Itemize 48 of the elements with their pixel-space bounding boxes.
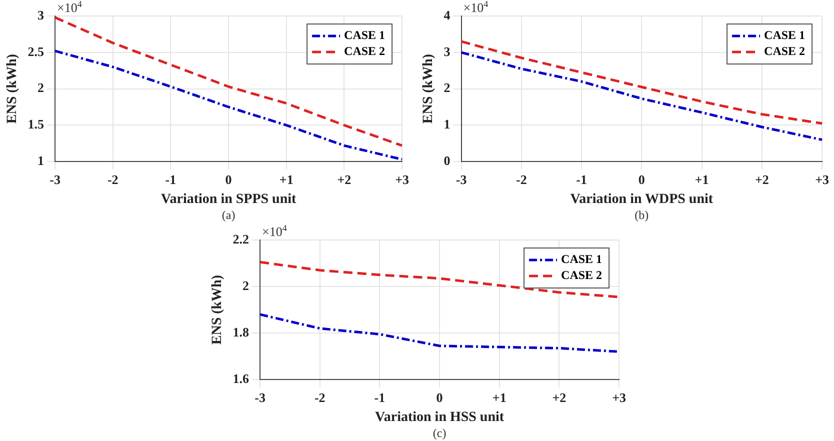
x-tick-label: +1 [279, 172, 294, 187]
legend-label: CASE 1 [561, 252, 602, 266]
y-axis-title: ENS (kWh) [210, 274, 226, 345]
x-tick-label: -1 [165, 172, 176, 187]
x-tick-label: -3 [254, 390, 266, 405]
x-tick-label: +1 [694, 172, 709, 187]
y-tick-label: 2 [38, 80, 44, 96]
y-axis-title: ENS (kWh) [421, 54, 436, 124]
text: (c) [432, 426, 446, 440]
text: (a) [222, 208, 236, 222]
y-tick-label: 2.2 [232, 231, 250, 246]
x-tick-label: -2 [314, 390, 326, 405]
legend-label: CASE 1 [764, 28, 806, 42]
text: (b) [634, 208, 649, 222]
x-axis-title: Variation in WDPS unit [570, 192, 714, 208]
y-tick-label: 4 [444, 7, 451, 22]
x-tick-label: -3 [456, 172, 468, 187]
legend-label: CASE 2 [344, 44, 386, 58]
y-tick-label: 1 [444, 116, 450, 132]
y-tick-label: 1 [38, 152, 44, 168]
x-tick-label: 0 [638, 172, 645, 187]
x-tick-label: +2 [754, 172, 769, 187]
x-tick-label: -1 [374, 390, 386, 405]
y-tick-label: 3 [444, 44, 451, 59]
legend-label: CASE 2 [764, 44, 806, 58]
y-tick-label: 1.8 [232, 324, 250, 340]
x-tick-label: -2 [107, 172, 118, 187]
y-axis-title: ENS (kWh) [5, 54, 20, 124]
x-tick-label: +3 [395, 172, 410, 187]
x-tick-label: -2 [516, 172, 527, 187]
x-tick-label: +3 [815, 172, 830, 187]
legend-label: CASE 2 [561, 268, 602, 282]
y-tick-label: 0 [444, 152, 450, 168]
y-tick-label: 1.6 [232, 370, 250, 386]
x-tick-label: +1 [492, 390, 506, 405]
x-tick-label: +2 [337, 172, 352, 187]
y-tick-label: 2 [242, 278, 250, 293]
y-tick-label: 2 [444, 80, 450, 96]
x-tick-label: +3 [612, 390, 626, 405]
x-tick-label: -1 [576, 172, 587, 187]
x-tick-label: +2 [552, 390, 566, 405]
x-axis-title: Variation in HSS unit [375, 410, 504, 426]
legend-label: CASE 1 [344, 28, 386, 42]
x-axis-title: Variation in SPPS unit [160, 192, 297, 208]
y-tick-label: 1.5 [28, 116, 45, 132]
y-tick-label: 2.5 [28, 44, 45, 59]
y-tick-label: 3 [38, 7, 45, 22]
x-tick-label: -3 [50, 172, 61, 187]
